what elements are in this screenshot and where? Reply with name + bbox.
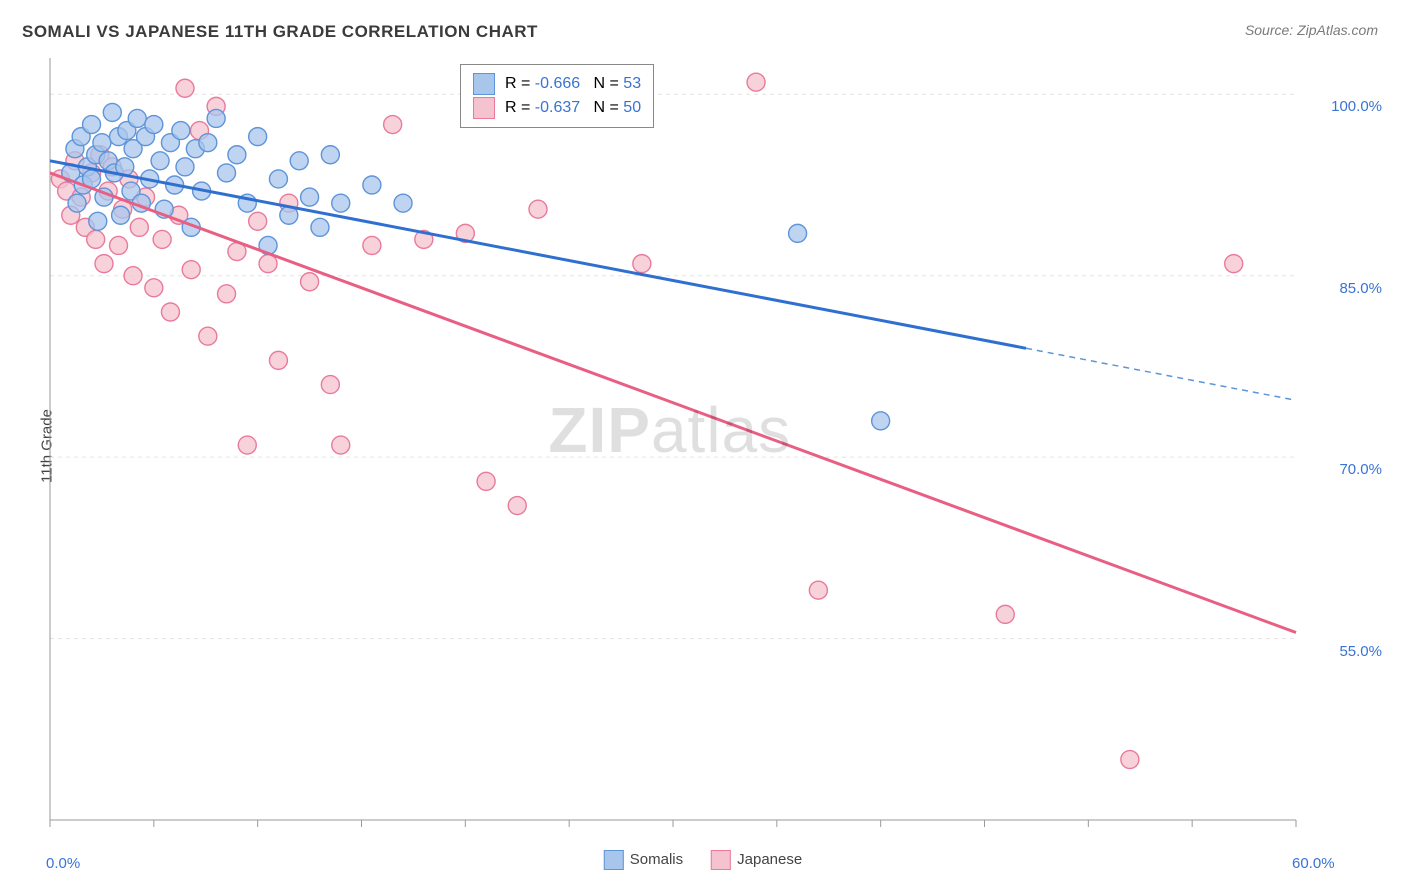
legend-swatch	[604, 850, 624, 870]
legend-item: Japanese	[711, 850, 802, 870]
legend-stat-row: R = -0.637 N = 50	[473, 97, 641, 119]
chart-container: SOMALI VS JAPANESE 11TH GRADE CORRELATIO…	[0, 0, 1406, 892]
legend-swatch	[473, 73, 495, 95]
legend-stat-text: R = -0.637 N = 50	[505, 99, 641, 117]
x-tick-label: 0.0%	[46, 855, 80, 872]
x-tick-label: 60.0%	[1292, 855, 1335, 872]
y-tick-label: 70.0%	[1339, 461, 1382, 478]
legend-label: Somalis	[630, 851, 683, 868]
legend-stat-text: R = -0.666 N = 53	[505, 75, 641, 93]
y-tick-label: 100.0%	[1331, 98, 1382, 115]
y-tick-label: 55.0%	[1339, 643, 1382, 660]
y-tick-label: 85.0%	[1339, 280, 1382, 297]
legend-item: Somalis	[604, 850, 683, 870]
scatter-plot	[0, 0, 1406, 892]
legend-stat-row: R = -0.666 N = 53	[473, 73, 641, 95]
legend-swatch	[711, 850, 731, 870]
series-legend: Somalis Japanese	[604, 850, 802, 870]
legend-label: Japanese	[737, 851, 802, 868]
legend-swatch	[473, 97, 495, 119]
stats-legend-box: R = -0.666 N = 53 R = -0.637 N = 50	[460, 64, 654, 128]
